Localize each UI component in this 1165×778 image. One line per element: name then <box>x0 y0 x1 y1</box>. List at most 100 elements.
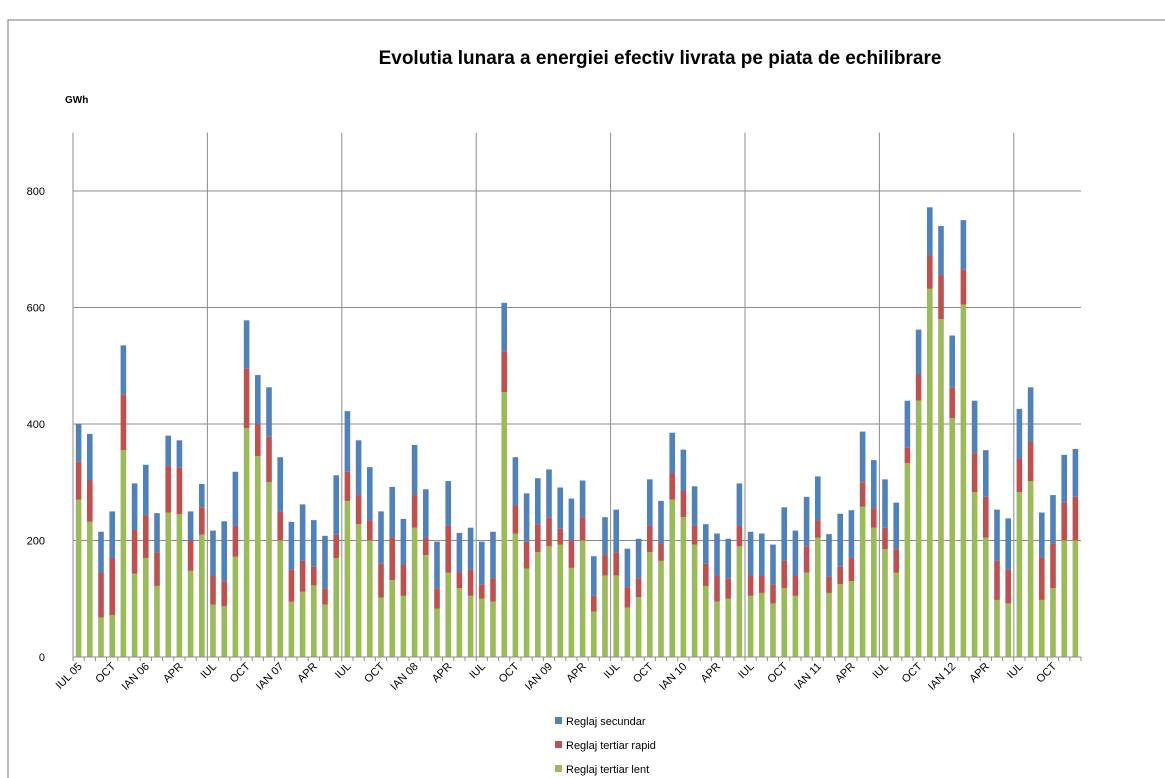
bar-segment <box>759 592 765 657</box>
bar-segment <box>669 499 675 657</box>
bar-segment <box>960 269 967 305</box>
bar-segment <box>669 473 675 500</box>
bar-segment <box>647 552 653 657</box>
bar-segment <box>1050 588 1056 657</box>
bar-segment <box>691 525 698 545</box>
bar-segment <box>815 520 821 538</box>
legend-swatch <box>555 741 562 748</box>
bar-segment <box>75 499 82 657</box>
bar-segment <box>624 548 631 588</box>
legend-swatch <box>555 717 562 724</box>
bar-segment <box>971 492 978 657</box>
bar-segment <box>557 528 563 545</box>
bar-segment <box>120 450 127 657</box>
y-tick-label: 600 <box>27 303 45 315</box>
bar-segment <box>960 220 967 270</box>
bar-segment <box>747 531 754 576</box>
bar-segment <box>602 555 608 576</box>
bar-segment <box>725 598 731 657</box>
bar-segment <box>165 512 171 657</box>
bar-segment <box>311 520 317 567</box>
bar-segment <box>1005 603 1011 657</box>
bar-segment <box>423 489 429 538</box>
bar-segment <box>770 544 776 585</box>
bar-segment <box>389 580 395 657</box>
x-tick-label: IUL <box>871 661 892 682</box>
bar-segment <box>1016 408 1023 459</box>
bar-segment <box>938 319 944 657</box>
bar-segment <box>255 424 261 457</box>
bar-segment <box>109 615 115 657</box>
bar-segment <box>859 506 866 657</box>
x-tick-label: APR <box>967 661 992 686</box>
bar-segment <box>210 575 216 605</box>
bar-segment <box>546 546 552 657</box>
bar-segment <box>232 471 239 526</box>
bar-segment <box>154 513 160 553</box>
bar-segment <box>98 617 104 657</box>
bar-segment <box>893 549 899 573</box>
x-tick-label: OCT <box>1034 660 1059 685</box>
bar-segment <box>949 335 955 388</box>
bar-segment <box>714 533 720 576</box>
bar-segment <box>1039 599 1045 657</box>
bar-segment <box>871 527 877 657</box>
x-tick-label: IAN 11 <box>792 661 824 693</box>
bar-segment <box>1027 481 1034 657</box>
legend-label: Reglaj tertiar lent <box>566 764 649 776</box>
bar-segment <box>557 544 563 657</box>
bar-segment <box>1039 512 1045 558</box>
bar-segment <box>826 576 832 593</box>
bar-segment <box>389 486 395 538</box>
x-tick-label: IAN 10 <box>657 661 689 693</box>
bar-segment <box>647 479 653 526</box>
bar-segment <box>479 598 485 657</box>
bar-segment <box>143 515 149 558</box>
bar-segment <box>904 447 911 464</box>
x-tick-label: OCT <box>93 660 118 685</box>
bar-segment <box>882 549 888 657</box>
bar-segment <box>333 534 339 558</box>
bar-segment <box>557 487 563 529</box>
bar-segment <box>154 585 160 657</box>
bar-segment <box>837 566 843 585</box>
bar-segment <box>344 411 351 472</box>
bar-segment <box>411 444 418 496</box>
bar-segment <box>143 464 149 516</box>
bar-segment <box>994 560 1000 600</box>
chart-title: Evolutia lunara a energiei efectiv livra… <box>379 48 942 69</box>
bar-segment <box>255 375 261 424</box>
bar-segment <box>411 527 418 657</box>
bar-segment <box>591 556 597 596</box>
x-tick-label: APR <box>295 661 320 686</box>
bar-segment <box>400 595 407 657</box>
x-tick-label: IUL <box>1005 661 1026 682</box>
bar-segment <box>1005 518 1011 570</box>
bar-segment <box>781 507 787 561</box>
bar-segment <box>546 469 552 518</box>
bar-segment <box>882 479 888 528</box>
bar-segment <box>815 537 821 657</box>
bar-segment <box>109 557 115 616</box>
bar-segment <box>983 496 989 538</box>
bar-segment <box>322 588 328 605</box>
bar-segment <box>243 368 250 429</box>
bar-segment <box>938 275 944 320</box>
bar-segment <box>971 453 978 493</box>
bar-segment <box>333 475 339 535</box>
bar-segment <box>1005 569 1011 604</box>
bar-segment <box>523 568 530 657</box>
bar-segment <box>423 537 429 556</box>
bar-segment <box>87 480 93 522</box>
bar-segment <box>445 572 451 657</box>
bar-segment <box>927 288 933 657</box>
bar-segment <box>288 601 295 657</box>
bar-segment <box>535 478 541 525</box>
bar-segment <box>1016 458 1023 493</box>
bar-segment <box>613 575 619 657</box>
bar-segment <box>848 557 855 582</box>
x-tick-label: OCT <box>900 660 925 685</box>
x-tick-label: OCT <box>362 660 387 685</box>
bar-segment <box>1016 492 1023 657</box>
bar-segment <box>445 525 451 573</box>
